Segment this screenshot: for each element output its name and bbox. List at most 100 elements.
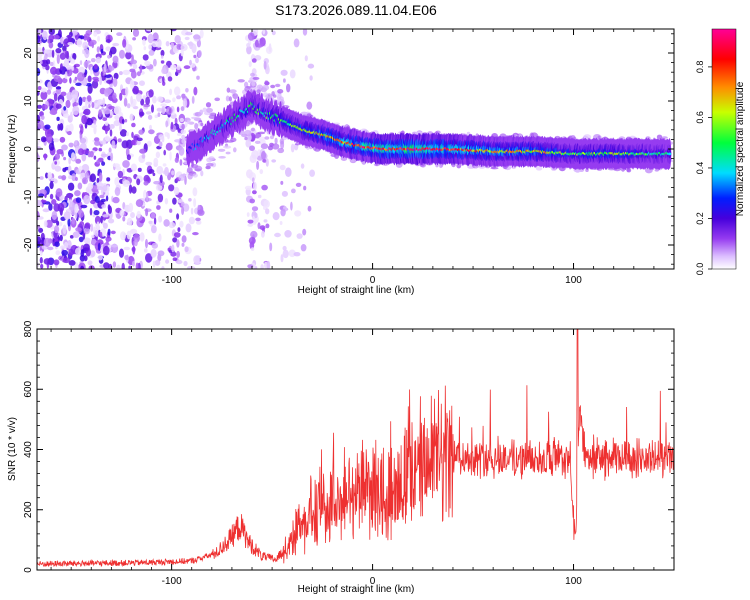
heatmap-noise-cell (131, 122, 136, 128)
heatmap-noise-cell (122, 160, 130, 168)
heatmap-noise-cell (38, 227, 44, 233)
heatmap-noise-cell (59, 196, 63, 202)
heatmap-noise-cell (65, 99, 71, 109)
heatmap-noise-cell (120, 231, 126, 241)
heatmap-noise-cell (43, 258, 51, 265)
heatmap-halo-cell (277, 147, 285, 154)
heatmap-noise-cell (100, 153, 108, 158)
heatmap-noise-cell (163, 219, 170, 227)
heatmap-halo-cell (194, 165, 203, 172)
heatmap-noise-cell (302, 29, 308, 36)
heatmap-noise-cell (57, 175, 63, 179)
heatmap-noise-cell (96, 159, 100, 165)
heatmap-noise-cell (45, 219, 53, 228)
heatmap-noise-cell (94, 215, 101, 225)
heatmap-noise-cell (246, 212, 250, 217)
heatmap-noise-cell (136, 178, 141, 186)
heatmap-noise-cell (130, 212, 135, 219)
heatmap-noise-cell (103, 107, 111, 115)
heatmap-noise-cell (53, 259, 60, 266)
heatmap-noise-cell (151, 40, 158, 48)
heatmap-halo-cell (252, 76, 260, 80)
heatmap-noise-cell (37, 142, 40, 146)
heatmap-noise-cell (181, 235, 187, 243)
heatmap-noise-cell (37, 153, 40, 163)
heatmap-halo-cell (551, 167, 557, 171)
heatmap-noise-cell (282, 245, 287, 251)
heatmap-halo-cell (205, 162, 214, 167)
heatmap-noise-cell (100, 198, 106, 203)
heatmap-noise-cell (145, 208, 149, 217)
heatmap-noise-cell (197, 50, 202, 58)
heatmap-noise-cell (43, 220, 48, 228)
spectrogram-x-label: Height of straight line (km) (298, 285, 415, 296)
heatmap-noise-cell (172, 257, 177, 262)
heatmap-noise-cell (251, 150, 259, 159)
heatmap-noise-cell (91, 80, 99, 89)
heatmap-noise-cell (152, 172, 156, 177)
heatmap-noise-cell (90, 66, 93, 75)
heatmap-noise-cell (132, 63, 138, 70)
heatmap-halo-cell (254, 140, 261, 144)
heatmap-noise-cell (56, 54, 60, 64)
heatmap-noise-cell (176, 95, 182, 100)
heatmap-halo-cell (264, 80, 269, 84)
y-tick-label: 20 (23, 47, 34, 59)
heatmap-noise-cell (130, 95, 134, 105)
heatmap-halo-cell (218, 156, 226, 159)
heatmap-noise-cell (182, 98, 188, 108)
heatmap-noise-cell (84, 171, 89, 179)
heatmap-noise-cell (62, 224, 67, 235)
heatmap-noise-cell (37, 104, 43, 109)
heatmap-noise-cell (81, 114, 88, 125)
heatmap-noise-cell (90, 39, 97, 46)
heatmap-noise-cell (98, 147, 103, 152)
heatmap-halo-cell (228, 96, 232, 102)
heatmap-noise-cell (79, 254, 86, 262)
heatmap-noise-cell (111, 140, 116, 149)
heatmap-halo-cell (251, 81, 256, 87)
heatmap-noise-cell (176, 65, 181, 70)
heatmap-noise-cell (148, 220, 153, 224)
heatmap-noise-cell (145, 161, 153, 166)
heatmap-noise-cell (93, 103, 98, 108)
heatmap-noise-cell (158, 215, 163, 223)
heatmap-noise-cell (129, 79, 135, 89)
heatmap-noise-cell (246, 169, 253, 179)
snr-x-ticks: -100 0 100 (50, 329, 675, 587)
heatmap-noise-cell (38, 79, 43, 84)
y-tick-label: 400 (23, 441, 34, 458)
heatmap-noise-cell (306, 101, 313, 110)
heatmap-halo-cell (490, 167, 499, 170)
heatmap-noise-cell (63, 211, 71, 220)
heatmap-noise-cell (261, 230, 265, 238)
heatmap-noise-cell (162, 76, 165, 83)
heatmap-noise-cell (190, 207, 194, 215)
x-tick-label: 100 (565, 576, 582, 587)
heatmap-noise-cell (196, 75, 200, 80)
heatmap-noise-cell (148, 44, 153, 50)
heatmap-noise-cell (79, 137, 87, 144)
heatmap-noise-cell (43, 237, 51, 247)
heatmap-noise-cell (82, 110, 89, 115)
heatmap-noise-cell (249, 198, 255, 204)
heatmap-noise-cell (150, 248, 157, 258)
heatmap-noise-cell (62, 167, 67, 173)
snr-y-label: SNR (10 * v/v) (7, 417, 18, 481)
heatmap-halo-cell (208, 156, 215, 161)
heatmap-noise-cell (152, 260, 156, 268)
heatmap-noise-cell (272, 212, 280, 221)
y-tick-label: 800 (23, 320, 34, 337)
heatmap-noise-cell (84, 48, 90, 59)
heatmap-halo-cell (661, 136, 668, 139)
colorbar-ticks: 0.0 0.2 0.4 0.6 0.8 (695, 61, 712, 275)
heatmap-noise-cell (49, 109, 58, 115)
heatmap-halo-cell (257, 131, 266, 135)
heatmap-noise-cell (63, 38, 71, 48)
heatmap-noise-cell (37, 47, 42, 51)
heatmap-noise-cell (128, 184, 133, 194)
heatmap-noise-cell (114, 115, 120, 120)
heatmap-noise-cell (56, 220, 60, 226)
heatmap-noise-cell (136, 210, 141, 219)
heatmap-noise-cell (170, 42, 175, 49)
